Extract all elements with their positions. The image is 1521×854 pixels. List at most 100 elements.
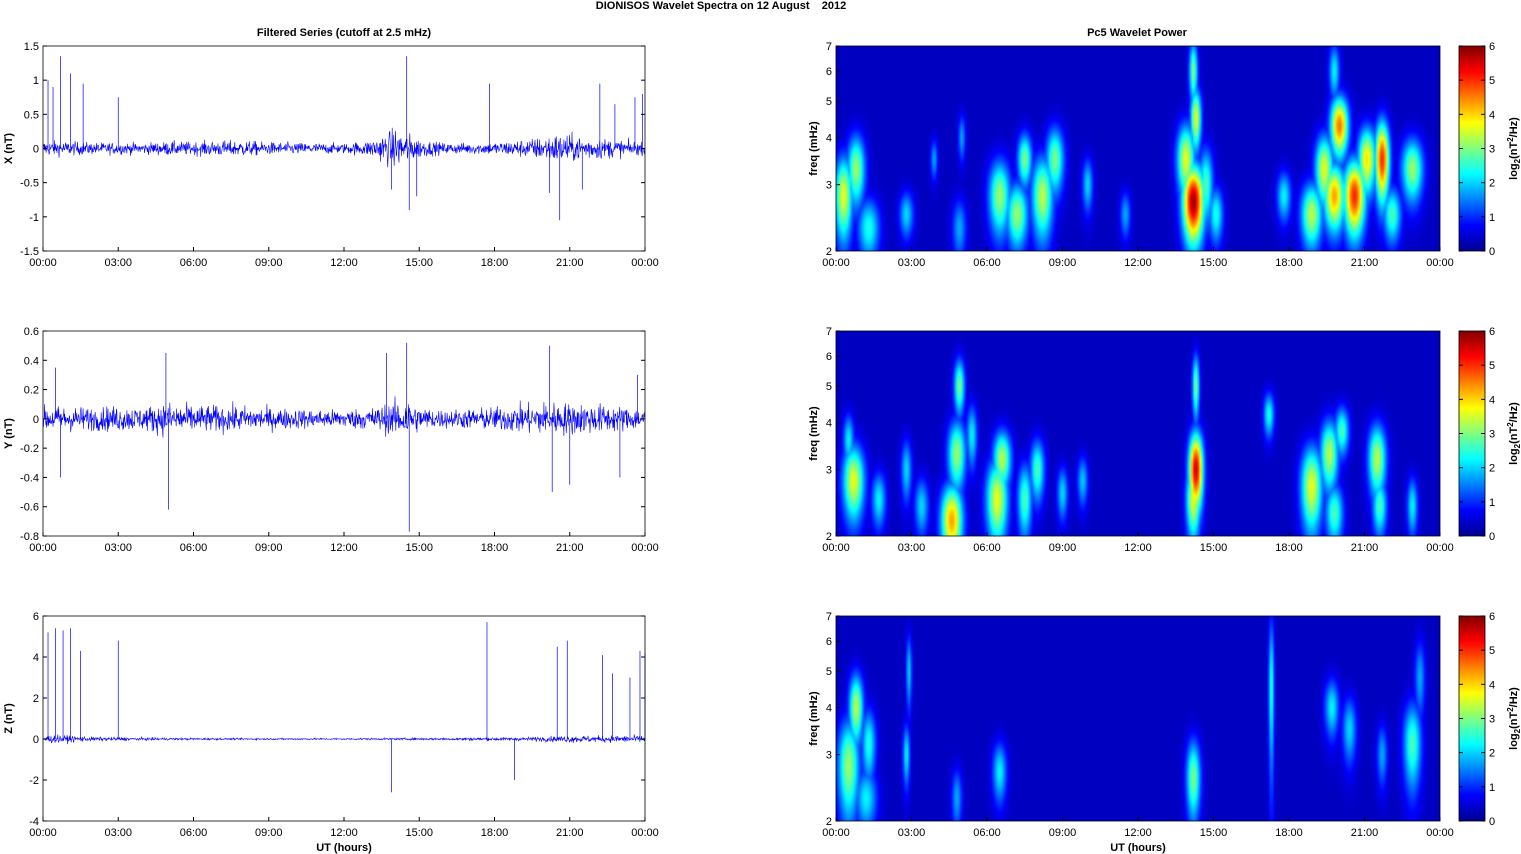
wavelet-x-colorbar-label-part: log <box>1508 163 1520 180</box>
series-z-xtick-label: 21:00 <box>556 827 584 839</box>
wavelet-x-xtick-label: 09:00 <box>1049 257 1077 269</box>
series-x-ytick-label: 1 <box>33 75 39 87</box>
wavelet-z-ytick-label: 6 <box>826 636 832 648</box>
series-z-ylabel: Z (nT) <box>3 703 15 734</box>
wavelet-y-colorbar-tick-label: 3 <box>1489 429 1495 441</box>
left-column-title: Filtered Series (cutoff at 2.5 mHz) <box>257 27 432 39</box>
wavelet-z-colorbar-label-part: (nT <box>1508 712 1520 729</box>
series-y-xtick-label: 03:00 <box>104 542 132 554</box>
wavelet-x-xtick-label: 18:00 <box>1275 257 1303 269</box>
series-x-ytick-label: 0.5 <box>24 109 39 121</box>
series-y-xtick-label: 21:00 <box>556 542 584 554</box>
series-z-xtick-label: 03:00 <box>104 827 132 839</box>
wavelet-x-colorbar-label: log2(nT2/Hz) <box>1506 117 1521 180</box>
wavelet-y-xtick-label: 06:00 <box>973 542 1001 554</box>
series-z-ytick-label: -2 <box>29 775 39 787</box>
wavelet-z-xtick-label: 00:00 <box>1426 827 1454 839</box>
wavelet-y-colorbar-label: log2(nT2/Hz) <box>1506 402 1521 465</box>
wavelet-z-xtick-label: 09:00 <box>1049 827 1077 839</box>
wavelet-x-colorbar-label-part: 2 <box>1513 158 1521 163</box>
series-x-ytick-label: 1.5 <box>24 41 39 53</box>
wavelet-z-xtick-label: 21:00 <box>1351 827 1379 839</box>
series-y-xtick-label: 06:00 <box>180 542 208 554</box>
series-z-ytick-label: 4 <box>33 652 39 664</box>
wavelet-y-xtick-label: 15:00 <box>1200 542 1228 554</box>
wavelet-x-colorbar-tick-label: 2 <box>1489 178 1495 190</box>
wavelet-y-ylabel: freq (mHz) <box>808 406 820 461</box>
wavelet-y-ytick-label: 4 <box>826 418 832 430</box>
series-y-ytick-label: 0.6 <box>24 326 39 338</box>
wavelet-z-colorbar-tick-label: 3 <box>1489 714 1495 726</box>
series-z-ytick-label: 0 <box>33 734 39 746</box>
series-y-xtick-label: 18:00 <box>481 542 509 554</box>
wavelet-x-ytick-label: 2 <box>826 246 832 258</box>
wavelet-y-xtick-label: 21:00 <box>1351 542 1379 554</box>
wavelet-x-colorbar-tick-label: 0 <box>1489 246 1495 258</box>
wavelet-z-xtick-label: 03:00 <box>898 827 926 839</box>
wavelet-z-ytick-label: 4 <box>826 703 832 715</box>
series-x-xtick-label: 06:00 <box>180 257 208 269</box>
series-y-ytick-label: 0.4 <box>24 355 39 367</box>
series-x-xtick-label: 21:00 <box>556 257 584 269</box>
wavelet-y-ytick-label: 5 <box>826 381 832 393</box>
series-z-xtick-label: 00:00 <box>631 827 659 839</box>
wavelet-y-colorbar-tick-label: 0 <box>1489 531 1495 543</box>
wavelet-z-xtick-label: 00:00 <box>822 827 850 839</box>
wavelet-x-heatmap <box>836 46 1440 251</box>
series-z-xtick-label: 06:00 <box>180 827 208 839</box>
wavelet-x-colorbar-tick-label: 4 <box>1489 109 1495 121</box>
series-z-xtick-label: 09:00 <box>255 827 283 839</box>
wavelet-x-colorbar-tick-label: 5 <box>1489 75 1495 87</box>
wavelet-y-colorbar-tick-label: 6 <box>1489 326 1495 338</box>
wavelet-x-ytick-label: 7 <box>826 41 832 53</box>
wavelet-z-colorbar: 6543210log2(nT2/Hz) <box>1458 611 1521 828</box>
wavelet-z-colorbar-tick-label: 0 <box>1489 816 1495 828</box>
wavelet-x-xtick-label: 15:00 <box>1200 257 1228 269</box>
wavelet-z-colorbar-tick-label: 2 <box>1489 748 1495 760</box>
wavelet-y-colorbar-label-part: 2 <box>1513 443 1521 448</box>
wavelet-y-colorbar-tick-label: 4 <box>1489 394 1495 406</box>
series-z-ytick-label: -4 <box>29 816 39 828</box>
wavelet-y-ytick-label: 6 <box>826 351 832 363</box>
series-x-ytick-label: 0 <box>33 144 39 156</box>
series-y-ytick-label: -0.4 <box>20 472 39 484</box>
wavelet-z-colorbar-tick-label: 1 <box>1489 782 1495 794</box>
figure-title: DIONISOS Wavelet Spectra on 12 August 20… <box>596 0 846 12</box>
series-z-xlabel: UT (hours) <box>316 842 372 854</box>
series-z-xtick-label: 15:00 <box>405 827 433 839</box>
wavelet-z-ytick-label: 2 <box>826 816 832 828</box>
series-z-ytick-label: 2 <box>33 693 39 705</box>
wavelet-z-colorbar-tick-label: 5 <box>1489 645 1495 657</box>
wavelet-z-colorbar-label-part: /Hz) <box>1508 687 1520 708</box>
wavelet-x-ytick-label: 5 <box>826 96 832 108</box>
wavelet-y-colorbar-label-part: (nT <box>1508 427 1520 444</box>
series-x-ytick-label: -1.5 <box>20 246 39 258</box>
wavelet-x-ylabel: freq (mHz) <box>808 121 820 176</box>
wavelet-x-xtick-label: 03:00 <box>898 257 926 269</box>
wavelet-z-ytick-label: 5 <box>826 666 832 678</box>
series-z-panel: 6 4 2 0 -2 -4 Z (nT) 00:00 03:00 06:00 09:00 12:00 1… <box>3 611 659 854</box>
wavelet-z-xlabel: UT (hours) <box>1110 842 1166 854</box>
wavelet-z-xtick-label: 15:00 <box>1200 827 1228 839</box>
series-x-xtick-label: 12:00 <box>330 257 358 269</box>
wavelet-z-colorbar-tick-label: 4 <box>1489 679 1495 691</box>
wavelet-y-panel: 7 6 5 4 3 2 freq (mHz) 00:00 03:00 06:00 09:00 12:0… <box>808 326 1521 554</box>
wavelet-x-xtick-label: 21:00 <box>1351 257 1379 269</box>
series-x-xtick-label: 00:00 <box>29 257 57 269</box>
series-x-panel: 1.5 1 0.5 0 -0.5 -1 -1.5 X (nT) 00:00 03:00 06:00 0… <box>3 41 659 269</box>
wavelet-x-ytick-label: 4 <box>826 133 832 145</box>
wavelet-z-colorbar-label-part: 2 <box>1506 707 1515 712</box>
wavelet-y-ytick-label: 7 <box>826 326 832 338</box>
series-y-ytick-label: -0.8 <box>20 531 39 543</box>
wavelet-z-panel: 7 6 5 4 3 2 freq (mHz) 00:00 03:00 06:00 09:00 12:0… <box>808 611 1521 854</box>
wavelet-z-heatmap <box>836 616 1440 821</box>
wavelet-x-xtick-label: 00:00 <box>822 257 850 269</box>
series-x-trace <box>43 127 645 168</box>
series-x-xtick-label: 00:00 <box>631 257 659 269</box>
series-x-xtick-label: 09:00 <box>255 257 283 269</box>
wavelet-x-panel: 7 6 5 4 3 2 freq (mHz) 00:00 03:00 06:00 09:00 12:0… <box>808 41 1521 269</box>
series-x-ytick-label: -0.5 <box>20 178 39 190</box>
series-y-xtick-label: 00:00 <box>29 542 57 554</box>
wavelet-y-colorbar-label-part: 2 <box>1506 422 1515 427</box>
wavelet-z-xtick-label: 18:00 <box>1275 827 1303 839</box>
